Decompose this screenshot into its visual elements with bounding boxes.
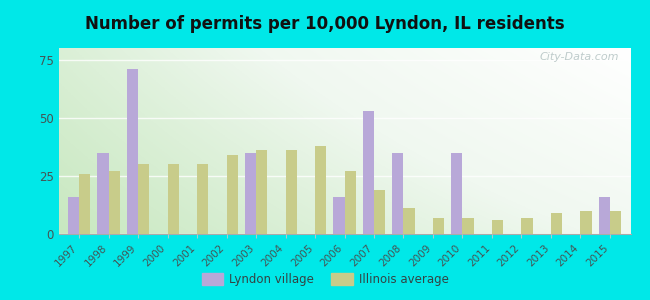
Bar: [168, 164, 179, 234]
Bar: [462, 218, 474, 234]
Bar: [433, 218, 444, 234]
Bar: [138, 164, 150, 234]
Bar: [245, 153, 256, 234]
Bar: [451, 153, 462, 234]
Legend: Lyndon village, Illinois average: Lyndon village, Illinois average: [197, 268, 453, 291]
Bar: [551, 213, 562, 234]
Bar: [227, 155, 238, 234]
Bar: [285, 150, 297, 234]
Bar: [404, 208, 415, 234]
Bar: [127, 69, 138, 234]
Bar: [599, 197, 610, 234]
Bar: [392, 153, 404, 234]
Bar: [610, 211, 621, 234]
Bar: [109, 171, 120, 234]
Text: Number of permits per 10,000 Lyndon, IL residents: Number of permits per 10,000 Lyndon, IL …: [85, 15, 565, 33]
Text: City-Data.com: City-Data.com: [540, 52, 619, 62]
Bar: [492, 220, 503, 234]
Bar: [256, 150, 267, 234]
Bar: [98, 153, 109, 234]
Bar: [521, 218, 532, 234]
Bar: [344, 171, 356, 234]
Bar: [79, 173, 90, 234]
Bar: [363, 111, 374, 234]
Bar: [197, 164, 208, 234]
Bar: [374, 190, 385, 234]
Bar: [315, 146, 326, 234]
Bar: [580, 211, 592, 234]
Bar: [333, 197, 344, 234]
Bar: [68, 197, 79, 234]
